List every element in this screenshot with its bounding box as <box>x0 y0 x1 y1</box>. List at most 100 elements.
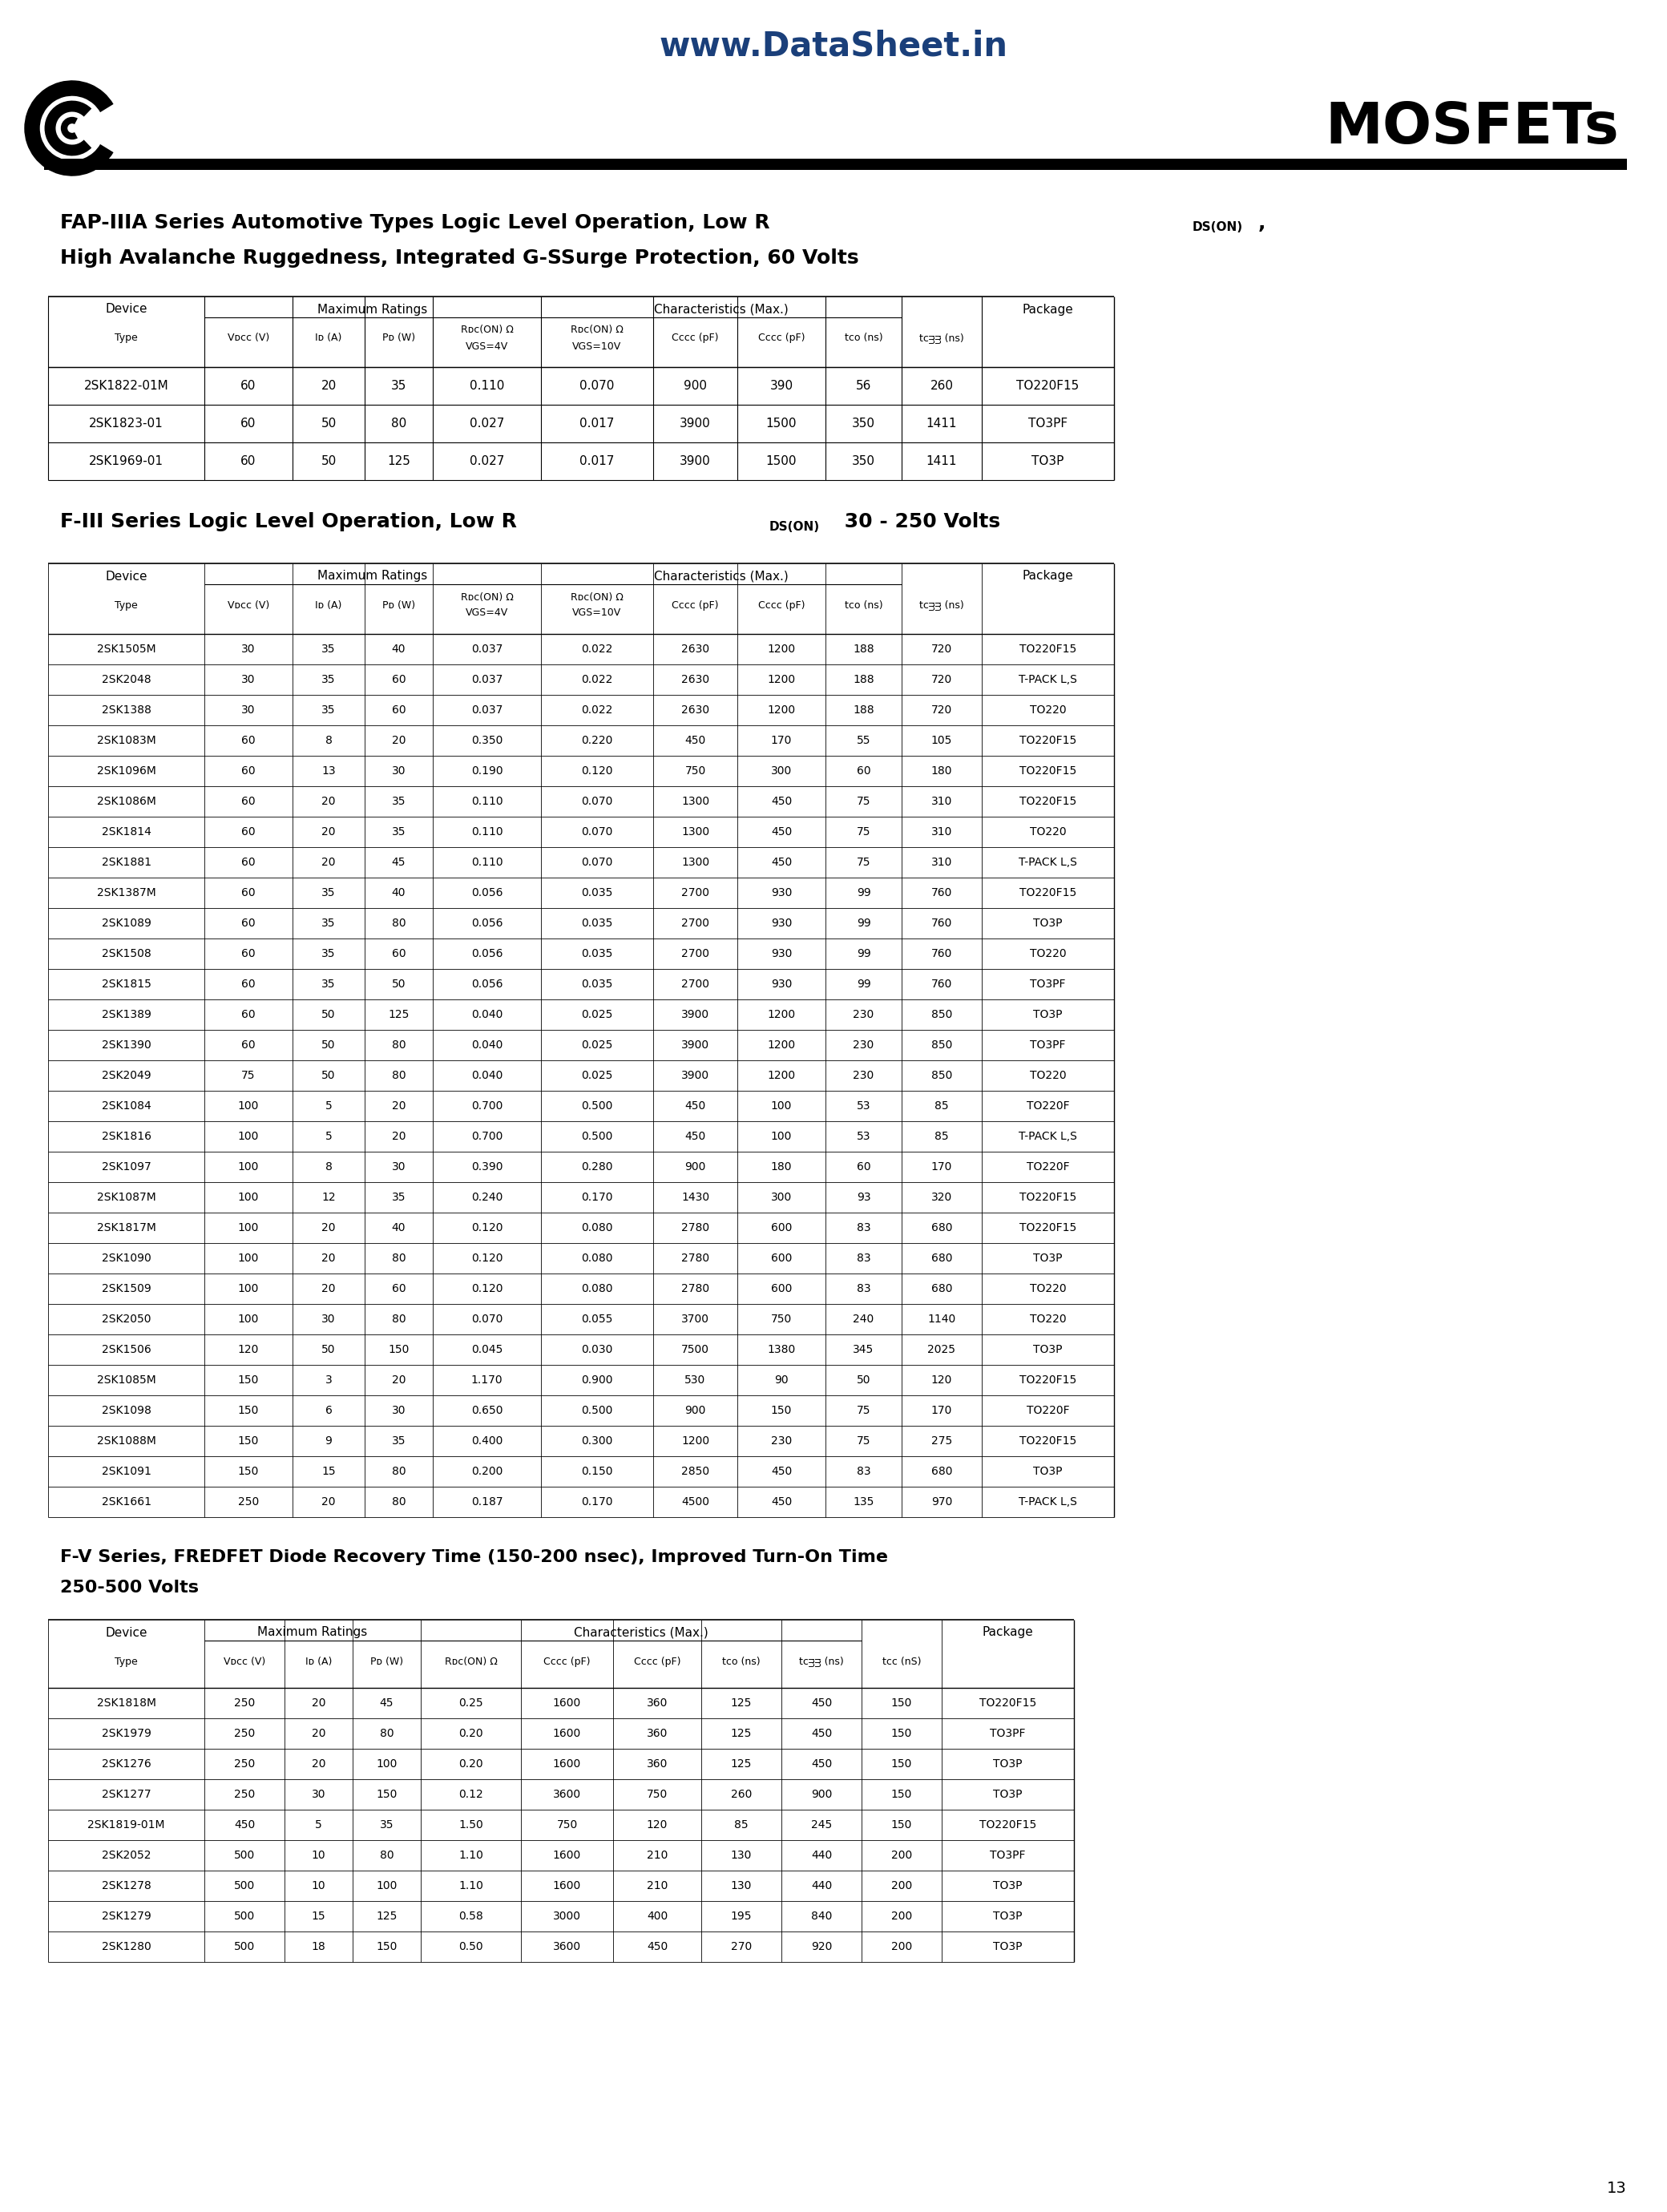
Text: 90: 90 <box>775 1374 788 1385</box>
Text: TO3P: TO3P <box>1034 1345 1062 1356</box>
Text: 2SK1086M: 2SK1086M <box>97 796 155 807</box>
Text: TO220F15: TO220F15 <box>1019 887 1077 898</box>
Text: 2780: 2780 <box>682 1223 710 1234</box>
Text: 3900: 3900 <box>680 418 710 429</box>
Text: ,: , <box>1259 212 1265 232</box>
Text: 20: 20 <box>392 1130 405 1141</box>
Text: 2SK1089: 2SK1089 <box>102 918 152 929</box>
Text: 3000: 3000 <box>553 1911 582 1922</box>
Text: 60: 60 <box>242 1009 255 1020</box>
Text: 240: 240 <box>854 1314 874 1325</box>
Text: 0.035: 0.035 <box>582 918 613 929</box>
Text: 0.022: 0.022 <box>582 644 613 655</box>
Text: TO220F15: TO220F15 <box>1019 1436 1077 1447</box>
Text: 0.110: 0.110 <box>472 856 503 867</box>
Text: 75: 75 <box>857 1436 870 1447</box>
Text: 1200: 1200 <box>767 1071 795 1082</box>
Text: Rᴅᴄ(ON) Ω: Rᴅᴄ(ON) Ω <box>460 325 513 336</box>
Text: 5: 5 <box>315 1818 322 1832</box>
Text: 120: 120 <box>932 1374 952 1385</box>
Text: 750: 750 <box>770 1314 792 1325</box>
Text: 2630: 2630 <box>682 675 710 686</box>
Text: 150: 150 <box>892 1818 912 1832</box>
Text: 0.035: 0.035 <box>582 887 613 898</box>
Text: Iᴅ (A): Iᴅ (A) <box>315 599 342 611</box>
Text: 2SK1661: 2SK1661 <box>102 1495 152 1509</box>
Text: VGS=4V: VGS=4V <box>465 341 508 352</box>
Text: 680: 680 <box>932 1223 952 1234</box>
Text: 350: 350 <box>852 418 875 429</box>
Text: 2SK1388: 2SK1388 <box>102 703 152 717</box>
Text: Rᴅᴄ(ON) Ω: Rᴅᴄ(ON) Ω <box>460 593 513 602</box>
Text: 250: 250 <box>238 1495 258 1509</box>
Text: 900: 900 <box>685 1405 705 1416</box>
Text: VGS=10V: VGS=10V <box>572 608 622 619</box>
Text: 2SK1819-01M: 2SK1819-01M <box>88 1818 165 1832</box>
Text: 180: 180 <box>932 765 952 776</box>
Text: 99: 99 <box>857 978 870 989</box>
Text: 930: 930 <box>770 887 792 898</box>
Text: 3900: 3900 <box>680 456 710 467</box>
Text: Cᴄᴄᴄ (pF): Cᴄᴄᴄ (pF) <box>758 334 805 343</box>
Text: 360: 360 <box>647 1697 668 1708</box>
Text: 2SK1814: 2SK1814 <box>102 827 152 838</box>
Text: 125: 125 <box>730 1728 752 1739</box>
Text: TO220F15: TO220F15 <box>1017 380 1079 392</box>
Text: tᴄᴏ (ns): tᴄᴏ (ns) <box>845 599 882 611</box>
Text: 760: 760 <box>932 887 952 898</box>
Text: 4500: 4500 <box>682 1495 708 1509</box>
Text: 300: 300 <box>770 1192 792 1203</box>
Text: TO220F: TO220F <box>1027 1099 1069 1113</box>
Text: TO220: TO220 <box>1030 827 1067 838</box>
Text: 60: 60 <box>242 765 255 776</box>
Text: 150: 150 <box>892 1697 912 1708</box>
Text: 680: 680 <box>932 1252 952 1263</box>
Text: 6: 6 <box>325 1405 332 1416</box>
Text: 100: 100 <box>238 1099 258 1113</box>
Text: 80: 80 <box>392 1314 405 1325</box>
Text: 125: 125 <box>730 1697 752 1708</box>
Text: Rᴅᴄ(ON) Ω: Rᴅᴄ(ON) Ω <box>445 1657 497 1666</box>
Text: 10: 10 <box>312 1849 325 1860</box>
Text: 0.056: 0.056 <box>472 978 503 989</box>
Text: 99: 99 <box>857 918 870 929</box>
Text: 450: 450 <box>810 1759 832 1770</box>
Text: 2SK1096M: 2SK1096M <box>97 765 155 776</box>
Text: 20: 20 <box>322 1283 335 1294</box>
Text: 0.070: 0.070 <box>582 856 613 867</box>
Text: 35: 35 <box>392 827 405 838</box>
Text: TO3P: TO3P <box>994 1880 1022 1891</box>
Text: 60: 60 <box>242 978 255 989</box>
Text: 1300: 1300 <box>682 856 710 867</box>
Text: 0.170: 0.170 <box>582 1495 613 1509</box>
Text: 2700: 2700 <box>682 978 708 989</box>
Text: TO3PF: TO3PF <box>1030 1040 1065 1051</box>
Text: 0.220: 0.220 <box>582 734 613 745</box>
Text: 100: 100 <box>377 1759 397 1770</box>
Text: TO220: TO220 <box>1030 1314 1067 1325</box>
Text: 18: 18 <box>312 1942 325 1953</box>
Text: 0.700: 0.700 <box>472 1130 503 1141</box>
Text: 0.027: 0.027 <box>470 456 503 467</box>
Text: TO220F15: TO220F15 <box>1019 796 1077 807</box>
Text: 135: 135 <box>854 1495 874 1509</box>
Text: 300: 300 <box>770 765 792 776</box>
Text: 930: 930 <box>770 918 792 929</box>
Text: 35: 35 <box>380 1818 393 1832</box>
Text: 310: 310 <box>932 827 952 838</box>
Text: 680: 680 <box>932 1283 952 1294</box>
Text: TO220F15: TO220F15 <box>979 1697 1037 1708</box>
Text: Vᴅᴄᴄ (V): Vᴅᴄᴄ (V) <box>227 599 270 611</box>
Text: 2SK1509: 2SK1509 <box>102 1283 152 1294</box>
Text: 35: 35 <box>392 380 407 392</box>
Text: 0.017: 0.017 <box>580 456 615 467</box>
Text: 210: 210 <box>647 1849 668 1860</box>
Text: 0.240: 0.240 <box>472 1192 503 1203</box>
Text: 7500: 7500 <box>682 1345 708 1356</box>
Text: 100: 100 <box>238 1130 258 1141</box>
Text: TO220: TO220 <box>1030 1283 1067 1294</box>
Text: Vᴅᴄᴄ (V): Vᴅᴄᴄ (V) <box>223 1657 265 1666</box>
Text: 0.400: 0.400 <box>472 1436 503 1447</box>
Text: Maximum Ratings: Maximum Ratings <box>258 1626 367 1639</box>
Text: 2700: 2700 <box>682 887 708 898</box>
